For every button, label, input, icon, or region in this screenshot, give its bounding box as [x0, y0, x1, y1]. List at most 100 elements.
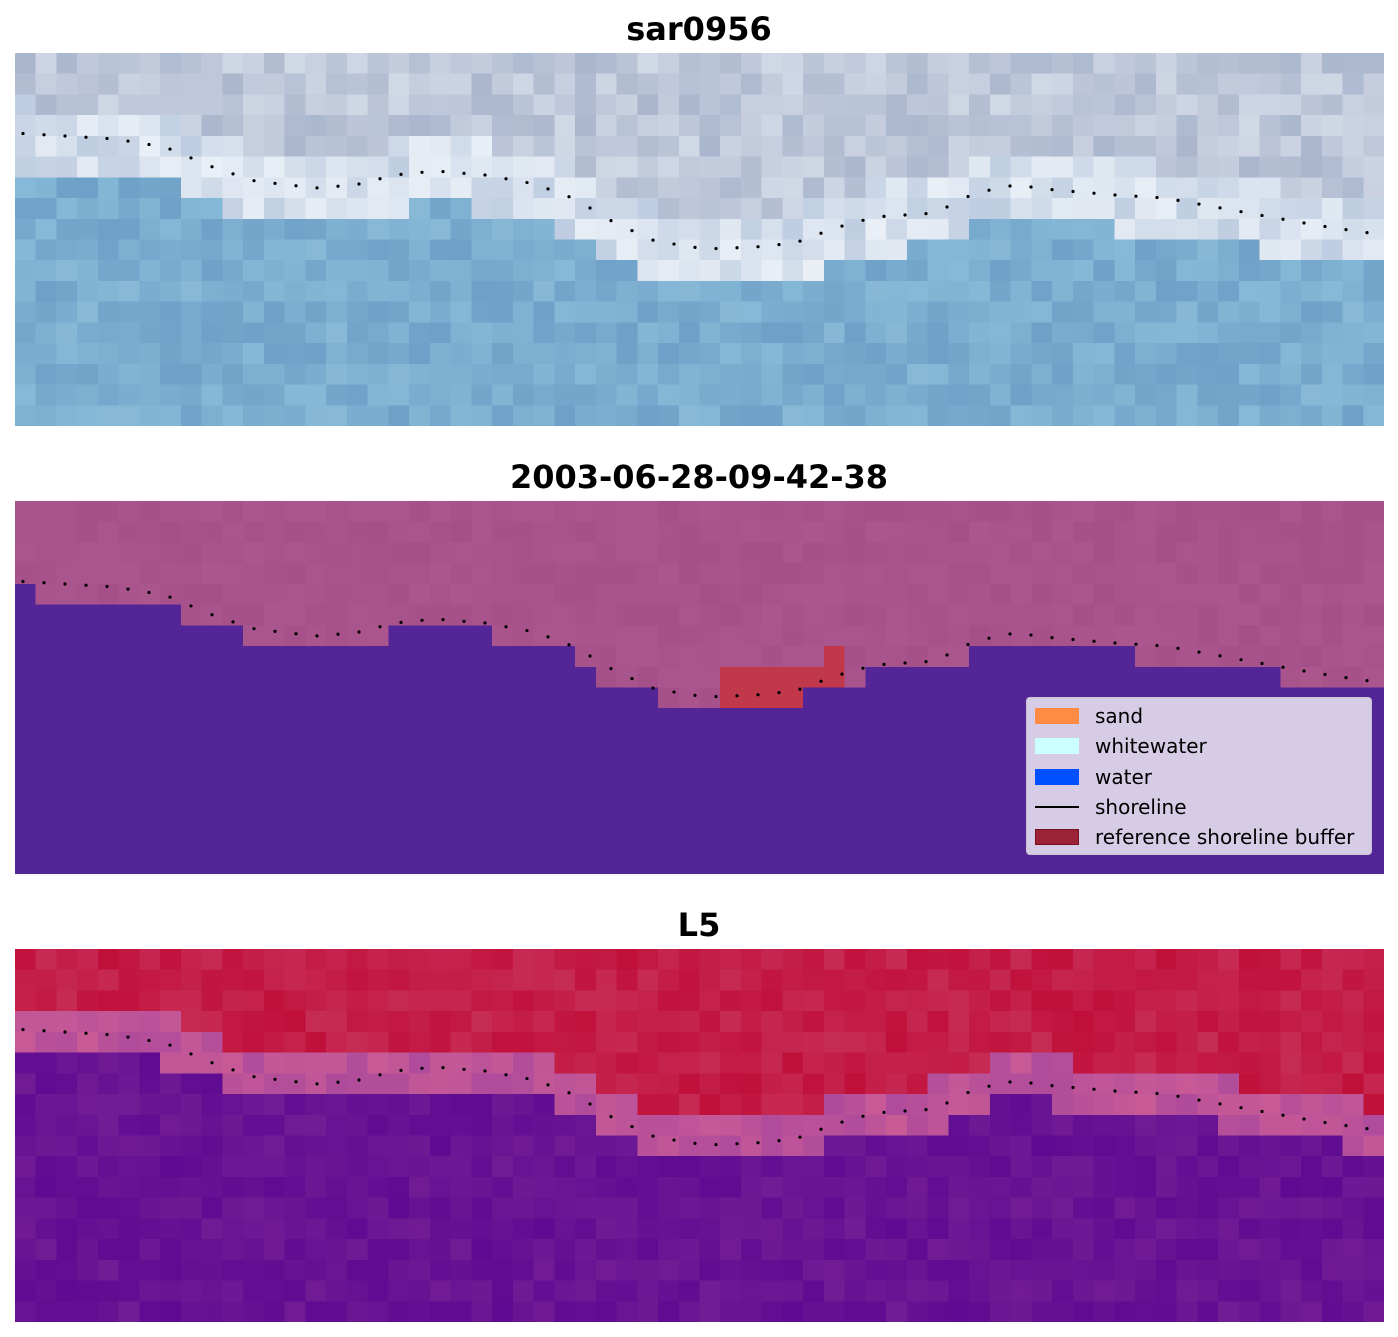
shoreline-point	[945, 653, 949, 657]
shoreline-point	[399, 620, 403, 624]
index-image	[15, 949, 1384, 1322]
shoreline-point	[105, 1032, 109, 1037]
shoreline-point	[1008, 632, 1012, 636]
shoreline-point	[231, 1068, 235, 1072]
shoreline-point	[399, 172, 403, 176]
shoreline-point	[714, 246, 718, 251]
shoreline-point	[1050, 1084, 1054, 1088]
shoreline-point	[882, 1110, 886, 1114]
shoreline-point	[1260, 1109, 1264, 1114]
shoreline-point	[1155, 1091, 1159, 1096]
shoreline-point	[1071, 189, 1075, 194]
shoreline-point	[903, 213, 907, 217]
shoreline-overlay	[21, 1027, 1369, 1147]
shoreline-point	[168, 147, 172, 151]
shoreline-point	[168, 1043, 172, 1047]
shoreline-point	[441, 170, 445, 174]
shoreline-point	[1029, 185, 1033, 189]
shoreline-point	[672, 242, 676, 246]
shoreline-point	[651, 1134, 655, 1138]
shoreline-point	[315, 1082, 319, 1086]
shoreline-point	[504, 177, 508, 181]
shoreline-point	[861, 1114, 865, 1118]
shoreline-point	[273, 181, 277, 185]
shoreline-point	[945, 205, 949, 209]
shoreline-point	[84, 1031, 88, 1035]
shoreline-point	[504, 625, 508, 629]
shoreline-point	[546, 1083, 550, 1087]
shoreline-point	[315, 186, 319, 190]
shoreline-point	[378, 177, 382, 181]
shoreline-point	[1176, 198, 1180, 202]
shoreline-point	[798, 1135, 802, 1139]
shoreline-point	[861, 666, 865, 670]
shoreline-point	[1092, 191, 1096, 195]
shoreline-point	[1281, 217, 1285, 221]
shoreline-point	[840, 1120, 844, 1124]
shoreline-point	[63, 1030, 67, 1034]
shoreline-point	[819, 679, 823, 683]
shoreline-point	[1302, 669, 1306, 673]
shoreline-point	[1239, 210, 1243, 214]
shoreline-point	[525, 628, 529, 633]
shoreline-point	[420, 618, 424, 622]
shoreline-point	[777, 691, 781, 695]
shoreline-point	[987, 188, 991, 192]
shoreline-point	[42, 133, 46, 137]
shoreline-point	[420, 170, 424, 174]
shoreline-point	[21, 1027, 25, 1032]
shoreline-point	[1218, 206, 1222, 210]
shoreline-overlay	[21, 579, 1369, 699]
shoreline-point	[882, 662, 886, 666]
shoreline-point	[1155, 643, 1159, 648]
legend-item-water: water	[1035, 765, 1152, 789]
shoreline-point	[504, 1073, 508, 1077]
index-panel	[15, 949, 1384, 1322]
shoreline-point	[609, 1115, 613, 1119]
shoreline-point	[1029, 1081, 1033, 1085]
shoreline-point	[462, 619, 466, 623]
shoreline-point	[630, 1125, 634, 1129]
shoreline-point	[1344, 676, 1348, 680]
shoreline-point	[399, 1068, 403, 1072]
shoreline-point	[777, 243, 781, 247]
shoreline-point	[525, 180, 529, 185]
legend-label: sand	[1095, 704, 1144, 728]
shoreline-point	[567, 643, 571, 647]
shoreline-point	[42, 581, 46, 585]
shoreline-line-swatch	[1035, 806, 1079, 808]
shoreline-point	[966, 1090, 970, 1095]
shoreline-point	[1197, 650, 1201, 654]
shoreline-point	[546, 635, 550, 639]
shoreline-point	[1134, 1090, 1138, 1094]
shoreline-point	[420, 1066, 424, 1070]
shoreline-point	[483, 1069, 487, 1073]
shoreline-point	[609, 667, 613, 671]
shoreline-point	[21, 131, 25, 136]
panel-title-3: L5	[677, 906, 721, 944]
shoreline-point	[693, 245, 697, 249]
shoreline-point	[1113, 193, 1117, 197]
shoreline-point	[609, 219, 613, 223]
shoreline-point	[42, 1029, 46, 1033]
shoreline-point	[1260, 213, 1264, 218]
shoreline-point	[924, 1108, 928, 1112]
shoreline-point	[987, 1084, 991, 1088]
shoreline-point	[84, 135, 88, 139]
shoreline-point	[378, 625, 382, 629]
shoreline-point	[819, 1127, 823, 1131]
shoreline-point	[231, 620, 235, 624]
shoreline-point	[1281, 1113, 1285, 1117]
shoreline-point	[903, 661, 907, 665]
shoreline-point	[966, 642, 970, 647]
rgb-image-panel	[15, 53, 1384, 426]
shoreline-point	[1050, 188, 1054, 192]
shoreline-point	[546, 187, 550, 191]
shoreline-point	[756, 693, 760, 697]
rgb-image	[15, 53, 1384, 426]
shoreline-point	[588, 206, 592, 210]
shoreline-point	[1092, 639, 1096, 643]
shoreline-point	[1071, 1085, 1075, 1090]
shoreline-point	[735, 694, 739, 698]
shoreline-point	[672, 1138, 676, 1142]
